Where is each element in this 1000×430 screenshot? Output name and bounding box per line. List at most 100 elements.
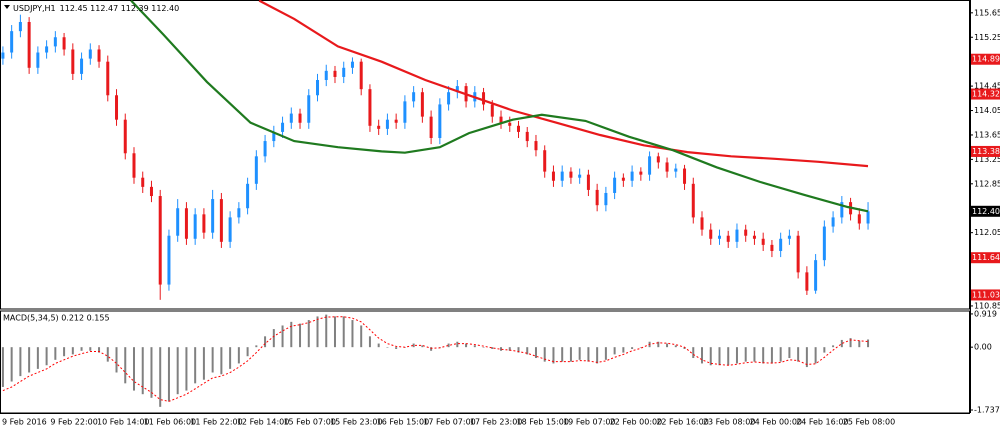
macd-bar [517, 347, 520, 353]
candle-body [831, 217, 835, 227]
level-label-bg [970, 88, 1000, 100]
macd-bar [325, 314, 328, 348]
macd-bar [805, 347, 808, 368]
candle-body [534, 141, 538, 151]
y-tick-label: 115.25 [974, 33, 1000, 42]
macd-bar [115, 347, 118, 373]
candle-body [176, 208, 180, 236]
macd-bar [683, 347, 686, 349]
candle-body [551, 171, 555, 181]
symbol-menu-icon[interactable] [4, 5, 10, 9]
x-tick-label: 11 Feb 06:00 [144, 418, 196, 427]
candle-body [822, 226, 826, 261]
candle-body [167, 235, 171, 285]
y-tick-label: 112.05 [974, 228, 1000, 237]
level-label: 111.03 [972, 290, 1000, 299]
macd-bar [867, 339, 870, 348]
macd-bar [534, 347, 537, 359]
macd-bar [351, 320, 354, 348]
macd-bar [98, 347, 101, 353]
candle-body [211, 199, 215, 233]
candle-body [787, 235, 791, 239]
macd-bar [307, 320, 310, 348]
last-price-label: 112.40 [972, 207, 1000, 216]
candle-body [490, 104, 494, 117]
y-tick-label: 114.05 [974, 106, 1000, 115]
macd-bar [377, 343, 380, 348]
macd-bar [10, 347, 13, 382]
candle-body [761, 238, 765, 245]
macd-bar [639, 347, 642, 348]
candle-body [412, 92, 416, 102]
macd-bar [465, 343, 468, 348]
level-label-bg [970, 252, 1000, 264]
candle-body [482, 92, 486, 105]
candle-body [805, 272, 809, 291]
candle-body [560, 171, 564, 181]
x-tick-label: 11 Feb 22:00 [190, 418, 242, 427]
macd-bar [360, 325, 363, 348]
y-tick-label: 114.45 [974, 82, 1000, 91]
candle-body [508, 122, 512, 126]
x-tick-label: 24 Feb 00:00 [750, 418, 802, 427]
candle-body [674, 168, 678, 172]
macd-bar [202, 347, 205, 380]
macd-bar [237, 347, 240, 364]
macd-bar [832, 345, 835, 348]
y-tick-label: -1.737 [974, 405, 1000, 414]
macd-bar [368, 336, 371, 348]
macd-bar [141, 347, 144, 395]
chart-title: USDJPY,H1 112.45 112.47 112.39 112.40 [13, 4, 179, 13]
candle-body [744, 229, 748, 236]
candle-body [752, 235, 756, 239]
macd-bar [28, 347, 31, 373]
candle-body [18, 21, 22, 32]
macd-bar [596, 347, 599, 364]
x-tick-label: 22 Feb 16:00 [656, 418, 708, 427]
macd-bar [255, 345, 258, 348]
candle-body [115, 95, 119, 120]
candle-body [840, 202, 844, 218]
candle-body [447, 92, 451, 105]
macd-bar [194, 347, 197, 384]
macd-bar [674, 345, 677, 348]
x-tick-label: 9 Feb 22:00 [50, 418, 97, 427]
macd-bar [447, 343, 450, 348]
macd-bar [526, 347, 529, 355]
candle-body [403, 101, 407, 123]
candle-body [88, 49, 92, 59]
macd-signal-line [2, 316, 869, 402]
macd-bar [657, 341, 660, 348]
candle-body [316, 79, 320, 96]
y-tick-label: 112.85 [974, 179, 1000, 188]
x-tick-label: 15 Feb 07:00 [283, 418, 335, 427]
macd-bar [692, 347, 695, 359]
y-tick-label: 110.85 [974, 301, 1000, 310]
candle-body [202, 214, 206, 233]
macd-bar [500, 347, 503, 351]
x-tick-label: 10 Feb 14:00 [97, 418, 149, 427]
macd-bar [395, 347, 398, 349]
macd-bar [159, 347, 162, 407]
x-tick-label: 17 Feb 23:00 [470, 418, 522, 427]
candle-body [1, 52, 5, 59]
macd-bar [770, 347, 773, 364]
candle-body [289, 113, 293, 123]
candle-body [36, 52, 40, 68]
candle-body [350, 61, 354, 68]
candle-body [123, 119, 127, 154]
macd-bar [701, 347, 704, 364]
candle-body [342, 67, 346, 77]
candle-body [429, 116, 433, 139]
candle-body [665, 162, 669, 172]
level-label: 111.64 [972, 253, 1000, 262]
candle-body [613, 177, 617, 193]
macd-bar [342, 316, 345, 348]
macd-bar [185, 347, 188, 391]
candle-body [578, 174, 582, 178]
symbol-title: USDJPY,H1 [13, 4, 56, 13]
candle-body [438, 104, 442, 139]
y-tick-label: 115.65 [974, 8, 1000, 17]
moving-average-line [130, 0, 869, 213]
level-label: 113.38 [972, 147, 1000, 156]
